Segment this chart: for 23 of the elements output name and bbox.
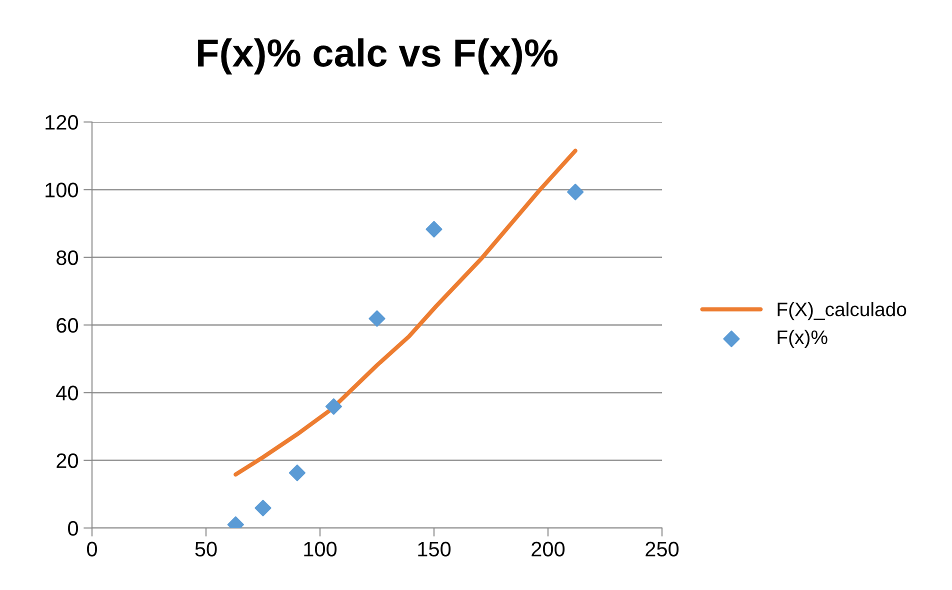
- x-tick-label: 0: [87, 542, 97, 556]
- point: [325, 398, 342, 415]
- y-tick-label: 100: [46, 182, 78, 198]
- y-tick-label: 0: [68, 521, 78, 536]
- legend-label: F(X)_calculado: [778, 302, 906, 320]
- x-tick-label: 200: [532, 542, 565, 556]
- x-tick-label: 150: [418, 542, 451, 556]
- point: [368, 310, 386, 327]
- point: [567, 184, 584, 200]
- y-tick-label: 60: [56, 318, 78, 333]
- y-tick-label: 40: [56, 386, 78, 400]
- legend-label: F(x)%: [778, 330, 828, 348]
- point: [426, 220, 442, 238]
- chart-title: F(x)% calc vs F(x)%: [198, 38, 558, 75]
- y-tick-label: 120: [46, 115, 78, 130]
- x-tick-label: 100: [304, 542, 337, 556]
- y-tick-label: 20: [56, 453, 78, 468]
- x-tick-label: 50: [195, 542, 217, 556]
- point: [254, 500, 272, 516]
- x-tick-label: 250: [646, 542, 679, 556]
- line-series: [234, 148, 578, 477]
- point: [288, 464, 306, 482]
- y-tick-label: 80: [56, 250, 78, 266]
